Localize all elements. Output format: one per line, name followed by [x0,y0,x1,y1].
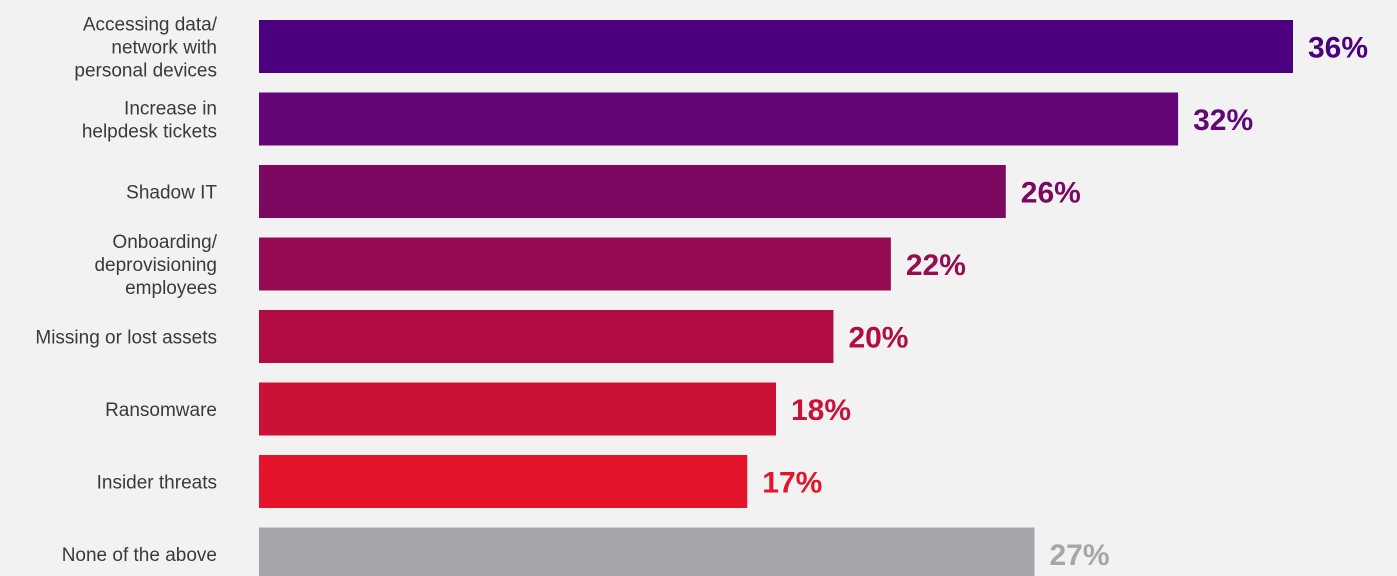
bar-value-label: 36% [1308,32,1368,65]
category-label: Increase in helpdesk tickets [82,99,217,143]
category-label-line: Onboarding/ [112,232,217,253]
bar [259,165,1006,218]
category-label-line: Accessing data/ [83,15,218,36]
bar [259,92,1179,146]
bar [259,382,776,436]
bar-value-label: 27% [1050,539,1110,572]
bar [259,237,891,291]
category-label-line: deprovisioning [94,255,217,276]
category-label-line: Shadow IT [126,183,217,204]
bar-value-label: 22% [906,249,966,282]
category-label: Accessing data/network with personal devi… [74,15,217,82]
category-label-line: Insider threats [97,473,217,494]
category-label: Ransomware [105,400,217,421]
category-label: None of the above [62,545,217,566]
category-label: Onboarding/deprovisioning employees [94,232,217,299]
bar-value-label: 26% [1021,177,1081,210]
bar [259,20,1293,73]
bar [259,455,748,508]
category-label: Shadow IT [126,183,217,204]
bar [259,310,834,363]
category-label-line: employees [125,278,217,299]
category-label-line: helpdesk tickets [82,122,217,143]
category-label: Insider threats [97,473,217,494]
category-label: Missing or lost assets [35,328,217,349]
category-label-line: Increase in [124,99,217,120]
category-label-line: None of the above [62,545,217,566]
bar-value-label: 18% [791,394,851,427]
bar-value-label: 20% [848,322,908,355]
bar [259,527,1035,576]
category-label-line: network with [111,38,217,59]
category-label-line: Ransomware [105,400,217,421]
bar-value-label: 17% [762,467,822,500]
bar-value-label: 32% [1193,104,1253,137]
category-label-line: Missing or lost assets [35,328,217,349]
category-label-line: personal devices [74,61,217,82]
